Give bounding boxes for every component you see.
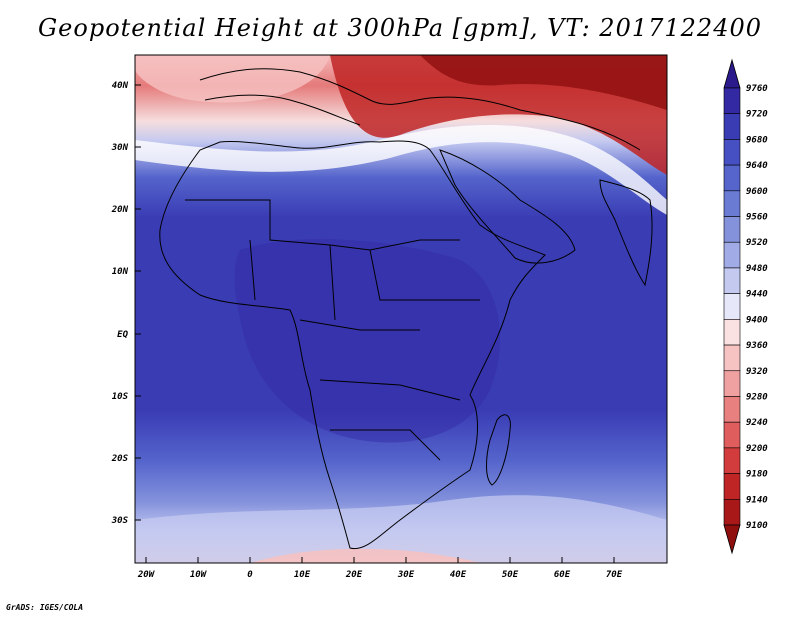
transition-band [135,124,667,215]
lon-label: 30E [397,570,415,580]
colorbar-bin [723,241,741,269]
lat-label: 40N [112,81,129,91]
lat-label: 30N [111,143,129,153]
colorbar-label: 9240 [746,418,768,428]
lat-axis: 40N 30N 20N 10N EQ 10S 20S 30S [111,81,141,526]
lat-label: 10N [112,267,129,277]
colorbar-label: 9520 [746,238,768,248]
lon-label: 40E [450,570,467,580]
lon-label: 20E [345,570,363,580]
colorbar-label: 9760 [746,84,768,94]
lon-label: 50E [502,570,519,580]
colorbar-min-triangle [723,524,741,555]
colorbar-label: 9600 [746,187,768,197]
colorbar-label: 9400 [746,315,768,325]
lon-label: 0 [247,570,253,580]
map-panel: 40N 30N 20N 10N EQ 10S 20S 30S 20W 10W 0… [111,54,668,580]
colorbar: 9760 9720 9680 9640 9600 9560 9520 9480 9440 9400… [723,58,768,555]
colorbar-label: 9100 [746,521,768,531]
colorbar-max-triangle [723,58,741,89]
colorbar-bin [723,190,741,217]
credit-label: GrADS: IGES/COLA [6,603,84,612]
colorbar-label: 9280 [746,392,768,402]
colorbar-label: 9360 [746,341,768,351]
lon-label: 20W [137,570,156,580]
colorbar-label: 9720 [746,110,768,120]
lon-label: 70E [606,570,623,580]
colorbar-label: 9640 [746,161,768,171]
colorbar-label: 9560 [746,213,768,223]
lat-label: 20N [111,205,129,215]
colorbar-label: 9680 [746,135,768,145]
southern-ridge [250,548,480,563]
colorbar-label: 9480 [746,264,768,274]
colorbar-label: 9320 [746,367,768,377]
colorbar-label: 9440 [746,290,768,300]
colorbar-bin [723,139,741,166]
colorbar-label: 9180 [746,470,768,480]
colorbar-label: 9200 [746,444,768,454]
lon-label: 60E [554,570,571,580]
lon-axis: 20W 10W 0 10E 20E 30E 40E 50E 60E 70E [137,557,623,580]
colorbar-bin [723,216,741,243]
colorbar-bin [723,267,741,294]
coastlines [159,68,653,550]
colorbar-bin [723,293,741,320]
colorbar-bin [723,396,741,423]
colorbar-bin [723,498,741,526]
colorbar-bin [723,473,741,500]
lat-label: 10S [112,392,129,402]
lat-label: 20S [111,454,129,464]
colorbar-bin [723,421,741,449]
lon-label: 10E [294,570,311,580]
colorbar-bin [723,370,741,397]
tropical-core [234,239,501,443]
map-title: Geopotential Height at 300hPa [gpm], VT:… [38,14,762,42]
southern-band [135,495,667,563]
colorbar-bin [723,344,741,372]
lon-label: 10W [190,570,208,580]
high-ridge-core [420,55,667,110]
colorbar-bin [723,113,741,140]
lat-label: EQ [117,330,128,340]
colorbar-bin [723,447,741,474]
colorbar-bin [723,87,741,115]
lat-label: 30S [111,516,129,526]
colorbar-bin [723,319,741,346]
colorbar-label: 9140 [746,495,768,505]
colorbar-bin [723,164,741,192]
west-ridge [135,55,330,103]
